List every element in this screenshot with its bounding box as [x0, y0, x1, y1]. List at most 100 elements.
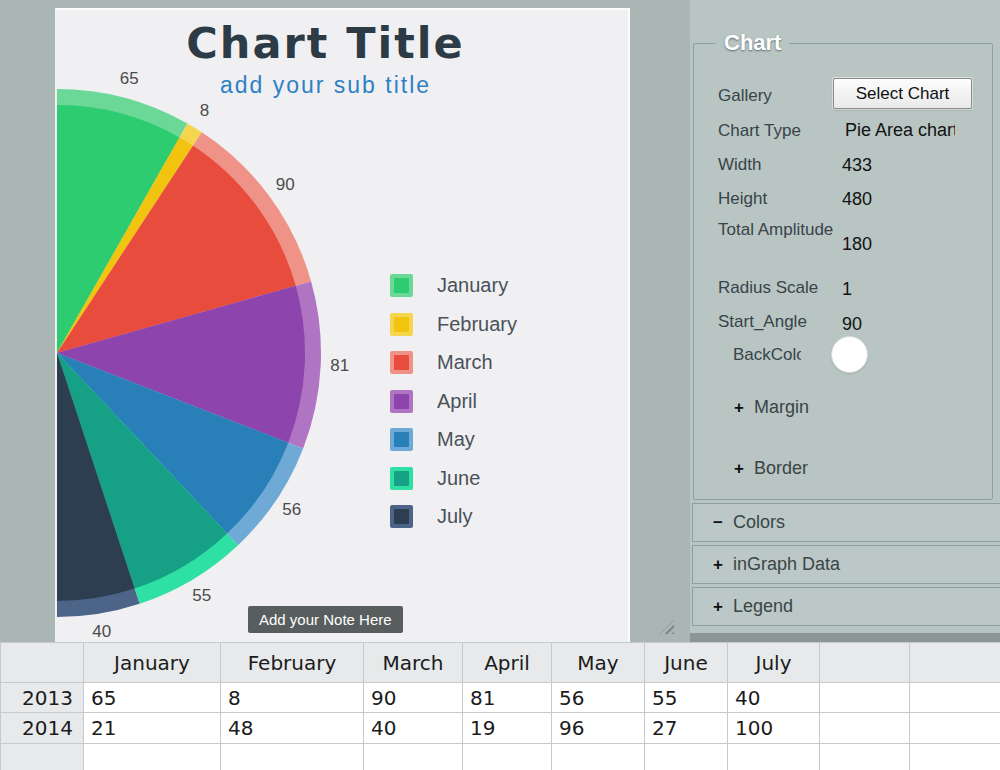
legend-label: July: [437, 505, 473, 528]
column-header-february[interactable]: February: [221, 643, 364, 683]
column-header-empty[interactable]: [1, 643, 84, 683]
data-cell[interactable]: [910, 744, 1000, 770]
data-cell[interactable]: [221, 744, 364, 770]
row-header-empty[interactable]: [1, 744, 84, 770]
legend-swatch: [390, 274, 413, 297]
column-header-june[interactable]: June: [645, 643, 728, 683]
properties-panel: Chart GallerySelect ChartChart TypePie A…: [690, 0, 1000, 643]
prop-value-chart-type[interactable]: Pie Area chart: [845, 120, 955, 141]
data-cell[interactable]: [364, 744, 463, 770]
prop-value-radius-scale[interactable]: 1: [842, 279, 852, 300]
data-cell[interactable]: 100: [728, 713, 820, 744]
prop-label-gallery: Gallery: [718, 86, 836, 105]
data-cell[interactable]: 40: [364, 713, 463, 744]
table-row: 20136589081565540: [1, 683, 1000, 713]
data-cell[interactable]: [552, 744, 645, 770]
data-cell[interactable]: 90: [364, 683, 463, 713]
section-bar-legend[interactable]: +Legend: [692, 587, 1000, 626]
column-header-empty[interactable]: [820, 643, 910, 683]
legend-label: June: [437, 467, 480, 490]
data-cell[interactable]: 21: [84, 713, 221, 744]
pie-value-label: 81: [330, 356, 349, 375]
backcolor-swatch[interactable]: [831, 336, 868, 373]
legend-label: March: [437, 351, 493, 374]
legend-item-march[interactable]: March: [390, 351, 517, 374]
resize-grip-icon[interactable]: [660, 620, 674, 634]
data-cell[interactable]: [820, 683, 910, 713]
column-header-april[interactable]: April: [463, 643, 552, 683]
data-cell[interactable]: [820, 713, 910, 744]
data-cell[interactable]: 8: [221, 683, 364, 713]
chart-note[interactable]: Add your Note Here: [248, 606, 403, 633]
data-cell[interactable]: 27: [645, 713, 728, 744]
fieldset-title: Chart: [716, 30, 789, 56]
legend-swatch: [390, 390, 413, 413]
expander-border[interactable]: +Border: [734, 458, 808, 479]
data-cell[interactable]: [645, 744, 728, 770]
legend-swatch: [390, 351, 413, 374]
prop-label-start-angle: Start_Angle: [718, 312, 836, 331]
prop-label-backcolor: BackColor: [733, 345, 801, 364]
legend-item-february[interactable]: February: [390, 313, 517, 336]
data-cell[interactable]: 40: [728, 683, 820, 713]
row-header-2014[interactable]: 2014: [1, 713, 84, 744]
legend-label: January: [437, 274, 508, 297]
data-cell[interactable]: 56: [552, 683, 645, 713]
prop-value-width[interactable]: 433: [842, 155, 872, 176]
table-row: [1, 744, 1000, 770]
chart-subtitle[interactable]: add your sub title: [55, 72, 596, 99]
column-header-march[interactable]: March: [364, 643, 463, 683]
row-header-2013[interactable]: 2013: [1, 683, 84, 713]
section-bar-ingraph-data[interactable]: +inGraph Data: [692, 545, 1000, 584]
column-header-january[interactable]: January: [84, 643, 221, 683]
prop-label-total-amplitude: Total Amplitude: [718, 220, 836, 239]
data-cell[interactable]: 55: [645, 683, 728, 713]
legend-label: April: [437, 390, 477, 413]
panel-bottom-strip: [690, 633, 1000, 642]
prop-label-radius-scale: Radius Scale: [718, 278, 836, 297]
pie-value-label: 40: [92, 622, 111, 641]
data-cell[interactable]: 81: [463, 683, 552, 713]
data-cell[interactable]: [820, 744, 910, 770]
chart-title[interactable]: Chart Title: [55, 18, 596, 68]
pie-value-label: 8: [200, 101, 209, 120]
legend-item-july[interactable]: July: [390, 505, 517, 528]
data-cell[interactable]: 65: [84, 683, 221, 713]
expander-margin[interactable]: +Margin: [734, 397, 809, 418]
column-header-july[interactable]: July: [728, 643, 820, 683]
legend-label: May: [437, 428, 475, 451]
legend-item-january[interactable]: January: [390, 274, 517, 297]
legend-swatch: [390, 467, 413, 490]
data-cell[interactable]: 48: [221, 713, 364, 744]
data-cell[interactable]: 19: [463, 713, 552, 744]
pie-value-label: 55: [192, 586, 211, 605]
prop-value-start-angle[interactable]: 90: [842, 314, 862, 335]
data-cell[interactable]: [84, 744, 221, 770]
chart-legend: January February March April May June July: [390, 274, 517, 544]
column-header-may[interactable]: May: [552, 643, 645, 683]
section-bar-colors[interactable]: −Colors: [692, 503, 1000, 542]
legend-item-june[interactable]: June: [390, 467, 517, 490]
legend-item-april[interactable]: April: [390, 390, 517, 413]
data-cell[interactable]: [728, 744, 820, 770]
pie-area-chart: 6589081565540: [55, 10, 628, 642]
column-header-empty[interactable]: [910, 643, 1000, 683]
data-grid: JanuaryFebruaryMarchAprilMayJuneJuly2013…: [0, 642, 1000, 770]
legend-swatch: [390, 505, 413, 528]
pie-value-label: 90: [276, 175, 295, 194]
data-cell[interactable]: [463, 744, 552, 770]
prop-label-width: Width: [718, 155, 836, 174]
select-chart-button[interactable]: Select Chart: [833, 78, 972, 109]
data-cell[interactable]: [910, 683, 1000, 713]
table-row: 2014214840199627100: [1, 713, 1000, 744]
pie-value-label: 56: [282, 500, 301, 519]
legend-swatch: [390, 428, 413, 451]
prop-value-height[interactable]: 480: [842, 189, 872, 210]
data-cell[interactable]: [910, 713, 1000, 744]
page-background: 6589081565540 Chart Title add your sub t…: [0, 0, 1000, 770]
legend-item-may[interactable]: May: [390, 428, 517, 451]
data-cell[interactable]: 96: [552, 713, 645, 744]
prop-value-total-amplitude[interactable]: 180: [842, 234, 872, 255]
prop-label-height: Height: [718, 189, 836, 208]
legend-label: February: [437, 313, 517, 336]
